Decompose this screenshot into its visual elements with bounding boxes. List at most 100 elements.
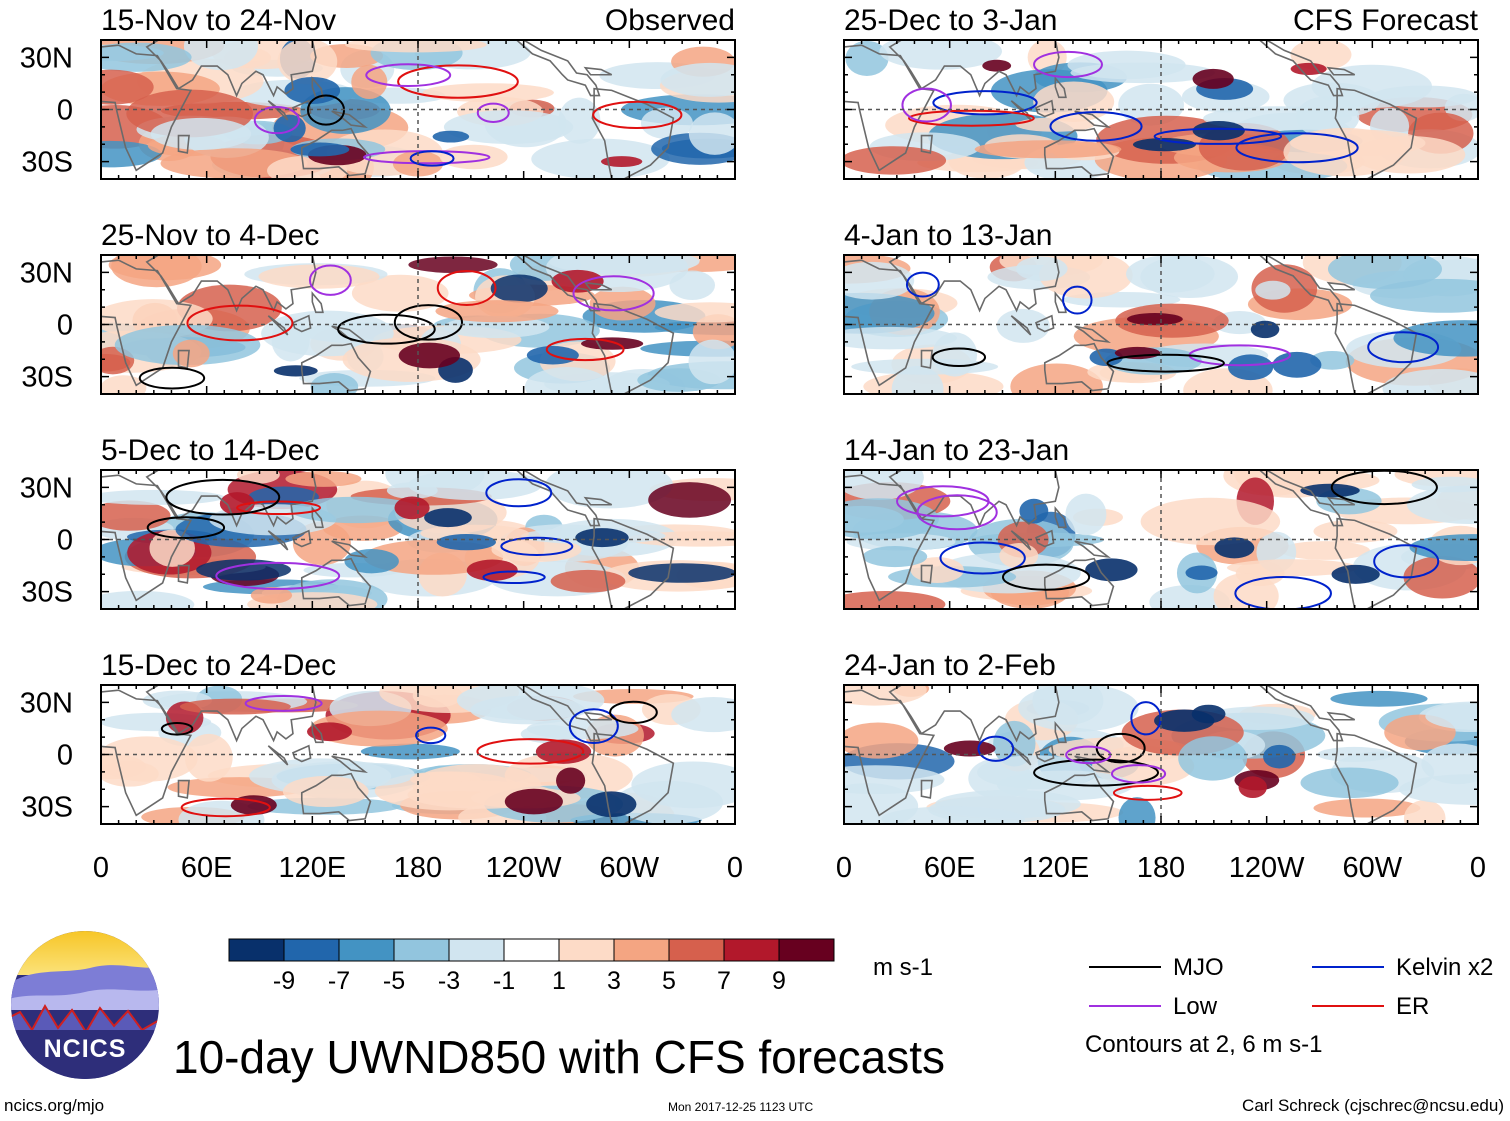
anomaly-cell: [150, 117, 252, 150]
anomaly-core: [575, 528, 629, 548]
anomaly-core: [1019, 498, 1049, 524]
anomaly-cell: [862, 546, 928, 568]
anomaly-cell: [1070, 62, 1215, 84]
anomaly-cell: [443, 315, 550, 339]
anomaly-cell: [589, 286, 656, 321]
anomaly-core: [551, 269, 604, 293]
anomaly-cell: [844, 261, 915, 300]
anomaly-core: [556, 767, 586, 794]
lon-tick-label: 120E: [278, 852, 346, 884]
anomaly-cell: [1353, 136, 1466, 174]
coastline: [1043, 342, 1115, 392]
wave-contour: [165, 478, 281, 516]
anomaly-core: [1228, 354, 1274, 381]
anomaly-core: [982, 59, 1012, 72]
anomaly-core: [394, 496, 430, 520]
anomaly-cell: [1018, 685, 1139, 732]
anomaly-cell: [490, 274, 548, 303]
anomaly-cell: [408, 256, 498, 273]
coastline: [300, 342, 372, 392]
wave-contour: [397, 64, 519, 99]
anomaly-cell: [1399, 774, 1478, 805]
colorbar-swatch: [668, 938, 725, 962]
anomaly-core: [432, 130, 470, 143]
lon-tick-label: 120W: [486, 852, 562, 884]
anomaly-cell: [491, 537, 582, 563]
contour-legend: MJO Kelvin x2 Low ER Contours at 2, 6 m s-1: [1085, 954, 1493, 1058]
anomaly-cell: [101, 761, 159, 787]
map-panel: 4-Jan to 13-Jan: [843, 219, 1479, 395]
anomaly-cell: [993, 720, 1036, 767]
anomaly-cell: [1313, 798, 1421, 818]
anomaly-cell: [1280, 541, 1370, 560]
anomaly-cell: [250, 587, 293, 604]
wave-contour: [138, 366, 206, 390]
anomaly-cell: [549, 255, 700, 275]
anomaly-cell: [439, 144, 508, 170]
coastline: [591, 732, 675, 824]
anomaly-cell: [1126, 255, 1215, 293]
coastline: [844, 474, 936, 602]
anomaly-core: [1192, 120, 1245, 141]
coastline: [888, 470, 1060, 528]
colorbar-swatch: [723, 938, 780, 962]
map-panel: 15-Nov to 24-Nov Observed 30N 0 30S: [20, 4, 736, 180]
anomaly-cell: [1118, 797, 1156, 824]
anomaly-cell: [1327, 255, 1443, 290]
coastline: [101, 44, 193, 172]
anomaly-core: [273, 365, 318, 377]
anomaly-core: [273, 114, 306, 143]
coastline: [291, 314, 312, 333]
wave-contour: [1033, 758, 1160, 787]
anomaly-cell: [545, 470, 673, 509]
colorbar: -9 -7 -5 -3 -1 1 3 5 7 9: [228, 938, 835, 995]
colorbar-swatch: [448, 938, 505, 962]
coastline: [101, 689, 193, 817]
anomaly-core: [1085, 558, 1138, 582]
coastline: [920, 564, 933, 584]
map-panel: 15-Dec to 24-Dec 30N 0 30S 0 60E 120E 180 120W 60…: [20, 649, 743, 884]
anomaly-core: [290, 142, 350, 157]
coastline: [311, 291, 324, 314]
coastline: [591, 302, 675, 394]
anomaly-cell: [1203, 106, 1353, 131]
anomaly-cell: [422, 83, 554, 103]
coastline: [1334, 517, 1418, 609]
figure-title: 10-day UWND850 with CFS forecasts: [173, 1031, 945, 1083]
coastline: [583, 66, 613, 76]
logo-text: NCICS: [44, 1035, 127, 1063]
wave-contour: [568, 708, 619, 745]
coastline: [1054, 506, 1067, 529]
anomaly-cell: [1255, 280, 1291, 300]
wave-contour: [592, 100, 683, 129]
coastline: [888, 685, 1060, 743]
wave-contour: [609, 700, 658, 724]
anomaly-core: [1089, 348, 1123, 367]
wave-contour: [308, 264, 352, 296]
coastline: [1326, 496, 1356, 506]
wave-contour: [1106, 353, 1225, 373]
wave-contour: [180, 797, 271, 818]
anomaly-core: [504, 788, 563, 815]
anomaly-cell: [183, 40, 259, 71]
anomaly-cell: [844, 722, 919, 759]
anomaly-core: [1191, 704, 1226, 724]
lon-tick-label: 120W: [1229, 852, 1305, 884]
lat-tick-label: 30N: [20, 687, 73, 719]
wave-contour: [1373, 544, 1440, 579]
panel-title: 25-Nov to 4-Dec: [101, 219, 319, 252]
wave-contour: [186, 304, 294, 342]
coastline: [1034, 744, 1055, 763]
wave-contour: [146, 516, 226, 540]
map-panel: 14-Jan to 23-Jan: [843, 434, 1479, 610]
lon-tick-label: 180: [394, 852, 442, 884]
coastline: [1074, 110, 1111, 129]
wave-contour: [244, 695, 323, 712]
wave-contour: [1062, 285, 1093, 315]
anomaly-cell: [910, 557, 964, 583]
coastline: [920, 349, 933, 369]
colorbar-swatch: [228, 938, 285, 962]
units-label: m s-1: [873, 954, 933, 981]
author-credit: Carl Schreck (cjschrec@ncsu.edu): [1242, 1096, 1504, 1115]
anomaly-cell: [614, 780, 724, 824]
